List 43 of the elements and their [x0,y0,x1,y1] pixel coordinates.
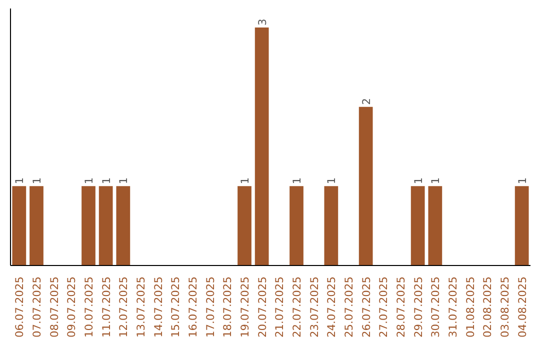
data-label: 1 [117,177,130,184]
x-tick-label: 27.07.2025 [377,276,390,338]
x-tick-label: 10.07.2025 [82,276,96,338]
data-label: 1 [30,177,44,184]
x-tick-label: 04.08.2025 [516,276,529,338]
x-tick-label: 19.07.2025 [238,276,252,338]
x-tick-label: 23.07.2025 [308,276,321,338]
x-tick-label: 30.07.2025 [429,276,442,338]
data-label: 1 [429,177,442,184]
x-tick-label: 21.07.2025 [273,276,286,338]
x-tick-label: 16.07.2025 [186,276,200,338]
x-tick-label: 11.07.2025 [100,276,113,338]
x-tick-label: 08.07.2025 [48,276,61,338]
x-tick-label: 24.07.2025 [325,276,338,338]
x-tick-label: 17.07.2025 [204,276,217,338]
x-tick-label: 18.07.2025 [221,276,234,338]
x-tick-label: 02.08.2025 [481,276,494,338]
x-tick-label: 06.07.2025 [13,276,26,338]
data-label: 1 [100,177,113,184]
x-tick-label: 20.07.2025 [256,276,269,338]
data-label: 1 [238,177,252,184]
data-label: 1 [516,177,529,184]
data-label: 2 [360,98,373,105]
data-label: 1 [82,177,96,184]
x-tick-label: 25.07.2025 [342,276,356,338]
x-tick-label: 22.07.2025 [290,276,304,338]
x-tick-label: 01.08.2025 [464,276,477,338]
x-tick-label: 12.07.2025 [117,276,130,338]
x-tick-label: 03.08.2025 [498,276,512,338]
data-label: 1 [325,177,338,184]
x-tick-label: 14.07.2025 [152,276,165,338]
x-tick-label: 07.07.2025 [30,276,44,338]
data-label: 1 [290,177,304,184]
x-tick-label: 26.07.2025 [360,276,373,338]
data-label: 3 [256,18,269,26]
x-tick-label: 09.07.2025 [65,276,78,338]
x-tick-label: 29.07.2025 [412,276,425,338]
x-tick-label: 15.07.2025 [169,276,182,338]
data-label: 1 [13,177,26,184]
data-label: 1 [412,177,425,184]
x-tick-label: 13.07.2025 [134,276,148,338]
x-tick-label: 28.07.2025 [394,276,408,338]
x-tick-label: 31.07.2025 [446,276,460,338]
